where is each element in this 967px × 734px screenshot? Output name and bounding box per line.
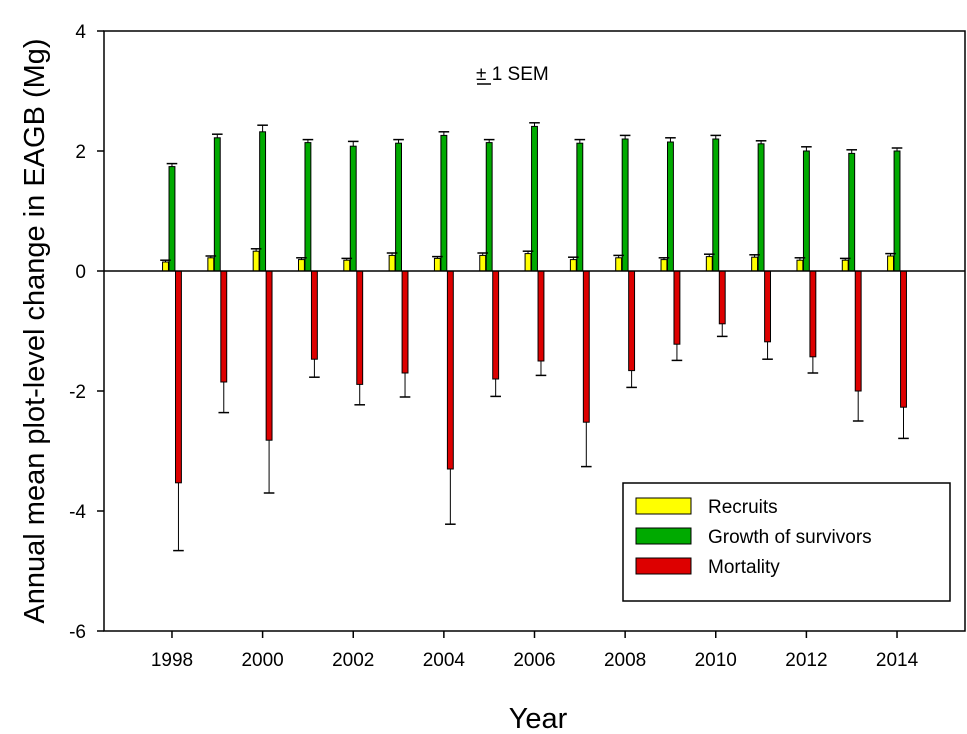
bar-growth-of-survivors — [621, 138, 629, 272]
bar-mortality — [673, 270, 681, 345]
x-tick-label: 2002 — [332, 650, 374, 671]
bar-growth-of-survivors — [395, 142, 402, 272]
bar-mortality — [446, 270, 454, 470]
bar-growth-of-survivors — [259, 131, 267, 272]
x-tick-label: 2012 — [785, 650, 827, 671]
x-tick-label: 1998 — [151, 650, 193, 671]
x-tick-label: 2010 — [695, 650, 737, 671]
bar-mortality — [900, 270, 907, 408]
bar-growth-of-survivors — [848, 152, 856, 272]
bar-growth-of-survivors — [757, 143, 765, 272]
bar-recruits — [433, 257, 441, 272]
bar-growth-of-survivors — [440, 134, 448, 272]
y-tick-label: 4 — [75, 22, 86, 43]
bar-recruits — [887, 255, 894, 272]
y-axis-ticks: -6 -4 -2 0 2 4 — [69, 22, 104, 643]
bar-growth-of-survivors — [304, 142, 312, 272]
bar-growth-of-survivors — [213, 137, 221, 272]
legend-swatch-recruits — [635, 497, 692, 515]
bar-mortality — [582, 270, 590, 423]
bar-growth-of-survivors — [531, 125, 538, 272]
bar-mortality — [537, 270, 545, 362]
bar-growth-of-survivors — [168, 166, 176, 272]
bar-recruits — [705, 256, 713, 272]
bar-mortality — [401, 270, 409, 374]
legend-swatch-mortality — [635, 557, 692, 575]
bar-recruits — [524, 253, 532, 272]
plot-frame — [103, 30, 966, 632]
legend-swatch-growth-of-survivors — [635, 527, 692, 545]
bar-recruits — [207, 257, 215, 272]
bar-growth-of-survivors — [485, 142, 493, 272]
x-tick-label: 2000 — [241, 650, 283, 671]
y-axis-title: Annual mean plot-level change in EAGB (M… — [19, 38, 51, 623]
bar-series — [162, 125, 907, 484]
bar-mortality — [492, 270, 500, 380]
legend-label-growth-of-survivors: Growth of survivors — [708, 527, 872, 548]
bar-mortality — [175, 270, 182, 484]
bar-mortality — [265, 270, 273, 441]
bar-growth-of-survivors — [802, 150, 810, 272]
legend-label-recruits: Recruits — [708, 497, 778, 518]
bar-recruits — [479, 254, 487, 272]
bar-recruits — [252, 250, 260, 272]
bar-growth-of-survivors — [349, 145, 357, 272]
bar-recruits — [162, 261, 169, 272]
legend: Recruits Growth of survivors Mortality — [622, 482, 951, 602]
bar-mortality — [220, 270, 228, 383]
bar-recruits — [796, 259, 804, 272]
y-tick-label: -2 — [69, 382, 86, 403]
bar-recruits — [297, 259, 305, 272]
bar-mortality — [356, 270, 364, 385]
x-axis-title: Year — [509, 703, 568, 734]
bar-recruits — [388, 254, 396, 272]
sem-annotation: ± 1 SEM — [476, 64, 549, 85]
bar-growth-of-survivors — [667, 141, 674, 272]
y-tick-label: -6 — [69, 622, 86, 643]
x-tick-label: 2006 — [513, 650, 555, 671]
y-tick-label: 2 — [75, 142, 86, 163]
bar-growth-of-survivors — [576, 142, 584, 272]
x-axis-ticks: 1998 2000 2002 2004 2006 2008 2010 2012 2014 — [151, 631, 919, 671]
bar-recruits — [615, 257, 623, 272]
bar-mortality — [310, 270, 318, 360]
error-bars — [160, 122, 909, 552]
bar-mortality — [854, 270, 862, 392]
bar-mortality — [718, 270, 726, 325]
legend-label-mortality: Mortality — [708, 557, 780, 578]
x-tick-label: 2008 — [604, 650, 646, 671]
bar-recruits — [569, 259, 577, 272]
y-tick-label: 0 — [75, 262, 86, 283]
bar-recruits — [660, 259, 668, 272]
x-tick-label: 2014 — [876, 650, 919, 671]
bar-recruits — [841, 259, 849, 272]
x-tick-label: 2004 — [423, 650, 466, 671]
bar-mortality — [628, 270, 636, 372]
bar-growth-of-survivors — [712, 138, 720, 272]
bar-mortality — [809, 270, 817, 358]
y-tick-label: -4 — [69, 502, 86, 523]
bar-recruits — [751, 256, 759, 272]
bar-mortality — [764, 270, 772, 343]
bar-recruits — [343, 259, 351, 272]
